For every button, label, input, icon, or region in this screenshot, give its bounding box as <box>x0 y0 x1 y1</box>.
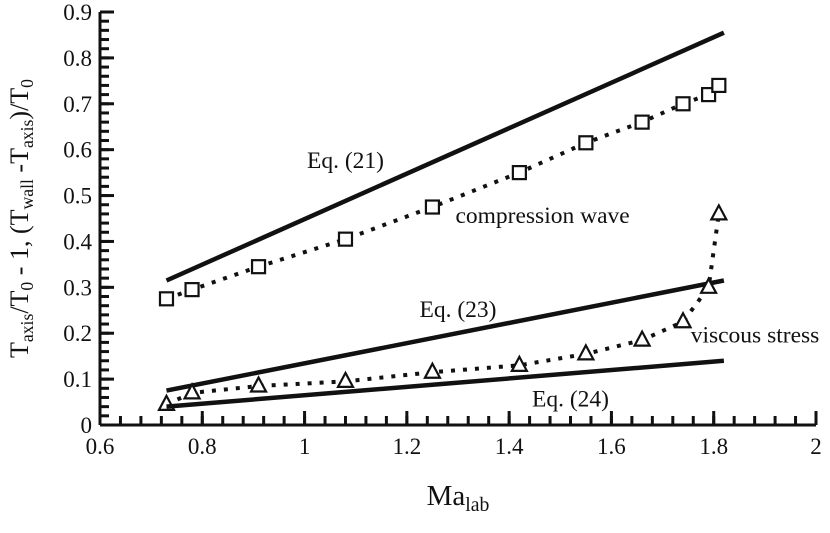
series-eq-21 <box>165 30 725 283</box>
x-tick-label: 1.6 <box>597 434 626 459</box>
square-marker <box>511 165 527 181</box>
y-tick-label: 0.2 <box>63 321 92 346</box>
triangle-marker <box>182 382 202 400</box>
y-tick-label: 0.6 <box>63 138 92 163</box>
triangle-marker <box>336 370 355 389</box>
x-axis-title: Malab <box>427 480 490 516</box>
tick-labels: 0.6 0.8 1 1.2 1.4 1.6 1.8 2 0 0.1 0.2 0.3 0.4 0.5 0.6 0… <box>63 0 822 459</box>
curve-label: compression wave <box>455 203 629 229</box>
square-marker <box>250 259 267 275</box>
y-tick-label: 0.5 <box>63 184 92 209</box>
x-tick-label: 1.8 <box>699 434 728 459</box>
triangle-marker <box>249 375 268 393</box>
triangle-marker <box>423 361 442 379</box>
series-line <box>165 30 725 283</box>
series-compression-wave <box>158 77 727 307</box>
x-tick-label: 0.8 <box>188 434 217 459</box>
y-tick-label: 0.8 <box>63 46 92 71</box>
y-axis-title: Taxis/T0 - 1, (Twall -Taxis)/T0 <box>5 79 37 358</box>
triangle-marker <box>576 343 596 361</box>
series-line <box>166 358 725 409</box>
y-tick-label: 0.3 <box>63 275 92 300</box>
series-eq-24 <box>166 358 725 409</box>
square-marker <box>424 199 441 215</box>
y-tick-label: 0.1 <box>63 367 92 392</box>
curve-label: viscous stress <box>691 322 820 348</box>
triangle-marker <box>673 310 693 329</box>
square-marker <box>158 291 175 307</box>
square-marker <box>337 231 354 247</box>
curve-label: Eq. (21) <box>307 148 384 174</box>
annotations: Eq. (21) compression wave Eq. (23) viscous … <box>307 148 819 413</box>
square-marker <box>184 282 200 298</box>
y-tick-label: 0.9 <box>63 0 92 25</box>
x-tick-label: 1 <box>299 434 311 459</box>
curve-label: Eq. (23) <box>419 297 496 323</box>
x-tick-label: 1.4 <box>495 434 524 459</box>
x-tick-label: 2 <box>810 434 822 459</box>
triangle-marker <box>632 329 652 347</box>
triangle-marker <box>510 354 529 372</box>
square-marker <box>634 114 650 130</box>
y-tick-label: 0 <box>81 413 93 438</box>
series-eq-23 <box>166 278 725 393</box>
square-marker <box>675 96 691 112</box>
series-viscous-stress <box>157 203 729 411</box>
square-marker <box>711 77 727 94</box>
series-line <box>166 278 725 393</box>
triangle-marker <box>699 276 718 294</box>
y-tick-label: 0.4 <box>63 229 92 254</box>
square-marker <box>578 135 594 151</box>
x-tick-label: 0.6 <box>86 434 115 459</box>
curve-label: Eq. (24) <box>532 387 609 413</box>
triangle-marker <box>709 203 729 221</box>
series-line <box>165 213 721 407</box>
y-tick-label: 0.7 <box>63 92 92 117</box>
x-tick-label: 1.2 <box>392 434 421 459</box>
axes <box>98 10 818 427</box>
